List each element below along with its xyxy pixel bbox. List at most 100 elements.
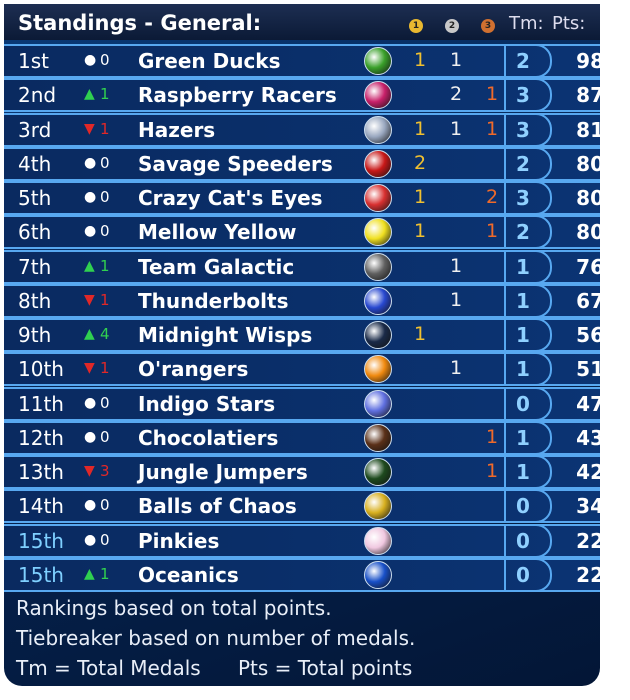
rank: 15th <box>18 562 64 587</box>
bronze-count: 1 <box>486 117 499 140</box>
medal-total-box <box>504 386 552 421</box>
standing-row: 7th ▲ 1 Team Galactic 1 1 76 <box>4 249 600 284</box>
standing-row: 5th ● 0 Crazy Cat's Eyes 1 2 3 80 <box>4 181 600 215</box>
rank-change: 0 <box>100 153 110 172</box>
medal-total-box <box>504 181 552 215</box>
total-medals: 1 <box>516 460 530 484</box>
standing-row: 11th ● 0 Indigo Stars 0 47 <box>4 386 600 421</box>
marble-icon <box>364 526 392 555</box>
silver-count: 1 <box>450 357 463 380</box>
trend-icon: ▲ <box>84 326 95 342</box>
marble-icon <box>364 149 392 178</box>
team-name: Raspberry Racers <box>138 83 337 108</box>
medal-total-box <box>504 78 552 113</box>
medal-total-box <box>504 249 552 284</box>
points: 98 <box>576 49 600 73</box>
trend-icon: ● <box>84 223 97 240</box>
bronze-count: 1 <box>486 425 499 448</box>
rank-change: 1 <box>100 359 110 378</box>
medal-total-box <box>504 44 552 78</box>
medal-total-box <box>504 420 552 455</box>
marble-icon <box>364 184 392 212</box>
points: 80 <box>576 186 600 210</box>
standing-row: 15th ● 0 Pinkies 0 22 <box>4 523 600 558</box>
points: 42 <box>576 460 600 484</box>
total-medals: 2 <box>516 151 530 176</box>
standing-row: 2nd ▲ 1 Raspberry Racers 2 1 3 87 <box>4 78 600 113</box>
rank: 3rd <box>18 117 52 142</box>
gold-medal: 1 <box>409 19 423 33</box>
total-medals: 0 <box>516 494 530 519</box>
rank-change: 0 <box>100 188 110 206</box>
points: 67 <box>576 288 600 313</box>
rank-change: 0 <box>100 530 110 549</box>
trend-icon: ▼ <box>84 463 95 479</box>
bronze-count: 1 <box>486 83 499 106</box>
silver-count: 1 <box>450 254 463 277</box>
medal-total-box <box>504 352 552 387</box>
points: 80 <box>576 151 600 176</box>
footer-legend: Tm = Total Medals <box>16 656 201 680</box>
standing-row: 10th ▼ 1 O'rangers 1 1 51 <box>4 352 600 387</box>
gold-count: 1 <box>414 323 427 345</box>
standing-row: 1st ● 0 Green Ducks 1 1 2 98 <box>4 44 600 78</box>
points: 51 <box>576 357 600 382</box>
team-name: Jungle Jumpers <box>138 460 308 484</box>
medal-total-box <box>504 455 552 489</box>
trend-icon: ▲ <box>84 257 95 274</box>
total-medals: 3 <box>516 117 530 142</box>
trend-icon: ▼ <box>84 291 95 308</box>
marble-icon <box>364 321 392 349</box>
trend-icon: ▼ <box>84 120 95 137</box>
marble-icon <box>364 458 392 486</box>
rank: 4th <box>18 151 52 176</box>
silver-count: 1 <box>450 49 463 71</box>
standing-row: 9th ▲ 4 Midnight Wisps 1 1 56 <box>4 318 600 352</box>
medal-total-box <box>504 215 552 250</box>
silver-count: 1 <box>450 117 463 140</box>
team-name: Crazy Cat's Eyes <box>138 186 323 210</box>
marble-icon <box>364 423 392 452</box>
team-name: Midnight Wisps <box>138 323 313 347</box>
trend-icon: ● <box>84 394 97 411</box>
footer-legend: Pts = Total points <box>238 656 413 680</box>
standing-row: 14th ● 0 Balls of Chaos 0 34 <box>4 489 600 524</box>
rank: 15th <box>18 528 64 553</box>
rank: 5th <box>18 186 52 210</box>
trend-icon: ● <box>84 154 97 171</box>
team-name: Savage Speeders <box>138 151 333 176</box>
medal-total-box <box>504 146 552 181</box>
medal-total-box <box>504 318 552 352</box>
bronze-count: 1 <box>486 220 499 243</box>
points: 76 <box>576 254 600 279</box>
rank: 10th <box>18 357 64 382</box>
rank-change: 0 <box>100 393 110 412</box>
team-name: Chocolatiers <box>138 425 279 450</box>
trend-icon: ● <box>84 428 97 445</box>
rank-change: 3 <box>100 462 110 480</box>
gold-count: 1 <box>414 186 427 208</box>
rank-change: 1 <box>100 256 110 275</box>
rank-change: 4 <box>100 325 110 343</box>
medal-total-box <box>504 283 552 318</box>
rank: 9th <box>18 323 52 347</box>
standing-row: 3rd ▼ 1 Hazers 1 1 1 3 81 <box>4 112 600 147</box>
rank-change: 1 <box>100 85 110 104</box>
gold-count: 1 <box>414 220 427 243</box>
team-name: Oceanics <box>138 562 239 587</box>
tm-header: Tm: <box>509 13 544 34</box>
trend-icon: ● <box>84 497 97 514</box>
medal-total-box <box>504 112 552 147</box>
total-medals: 1 <box>516 254 530 279</box>
total-medals: 1 <box>516 323 530 347</box>
rank-change: 0 <box>100 51 110 69</box>
rank: 12th <box>18 425 64 450</box>
points: 81 <box>576 117 600 142</box>
total-medals: 1 <box>516 288 530 313</box>
bronze-medal: 3 <box>481 19 495 33</box>
rank: 7th <box>18 254 52 279</box>
total-medals: 0 <box>516 391 530 416</box>
points: 47 <box>576 391 600 416</box>
medal-total-box <box>504 523 552 558</box>
marble-icon <box>364 355 392 384</box>
